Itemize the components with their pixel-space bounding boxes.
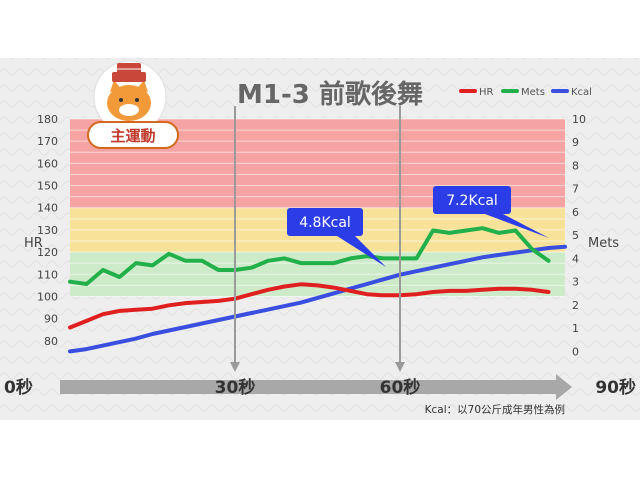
time-label: 60秒 <box>380 377 421 398</box>
chart-title: M1-3 前歌後舞 <box>237 79 423 110</box>
y-left-tick-label: 120 <box>37 246 58 259</box>
y-right-tick-label: 4 <box>572 252 579 265</box>
y-left-tick-label: 80 <box>44 335 58 348</box>
y-left-tick-label: 100 <box>37 290 58 303</box>
series-line-mets <box>68 226 551 286</box>
callout-box <box>287 208 363 236</box>
time-arrow <box>60 374 572 400</box>
cat-mascot-icon <box>107 63 151 121</box>
callout-pointer <box>485 214 549 238</box>
time-label: 30秒 <box>215 377 256 398</box>
y-right-tick-label: 7 <box>572 183 579 196</box>
left-axis-ticks: 80 90 100 110 120 130 140 150 160 170 180 <box>37 113 58 348</box>
time-markers <box>230 106 405 372</box>
time-marker-arrowhead <box>230 362 240 372</box>
callout-label: 7.2Kcal <box>446 193 498 209</box>
callout-pointer <box>337 236 386 267</box>
series-lines <box>68 226 567 354</box>
y-right-axis-label: Mets <box>588 236 619 251</box>
legend: HR Mets Kcal <box>459 87 592 98</box>
y-left-tick-label: 160 <box>37 157 58 170</box>
y-left-tick-label: 170 <box>37 135 58 148</box>
y-right-tick-label: 6 <box>572 206 579 219</box>
y-left-tick-label: 90 <box>44 313 58 326</box>
time-label: 0秒 <box>4 377 33 398</box>
badge-label: 主運動 <box>110 127 155 145</box>
title-group: M1-3 前歌後舞 <box>237 79 423 110</box>
y-right-tick-label: 10 <box>572 113 586 126</box>
series-line-hr <box>68 282 551 330</box>
right-axis-ticks: 0 1 2 3 4 5 6 7 8 9 10 <box>572 113 586 358</box>
time-labels: 0秒 30秒 60秒 90秒 <box>4 377 636 398</box>
y-left-axis-label: HR <box>24 236 43 251</box>
y-left-tick-label: 130 <box>37 224 58 237</box>
series-line-kcal <box>68 244 567 354</box>
legend-entry: HR <box>479 87 494 98</box>
annotations: 4.8Kcal 7.2Kcal <box>287 186 549 267</box>
badge-pill <box>87 121 179 149</box>
callout-box <box>433 186 511 214</box>
time-marker-arrowhead <box>395 362 405 372</box>
y-right-tick-label: 0 <box>572 345 579 358</box>
legend-entry: Kcal <box>571 87 592 98</box>
y-right-tick-label: 9 <box>572 136 579 149</box>
legend-entry: Mets <box>521 87 545 98</box>
y-right-tick-label: 5 <box>572 229 579 242</box>
callout-label: 4.8Kcal <box>299 215 351 231</box>
y-left-tick-label: 180 <box>37 113 58 126</box>
time-axis: 0秒 30秒 60秒 90秒 <box>4 374 636 400</box>
footnote: Kcal：以70公斤成年男性為例 <box>425 403 565 416</box>
y-left-tick-label: 110 <box>37 268 58 281</box>
mascot-badge: 主運動 <box>87 60 179 149</box>
y-left-tick-label: 150 <box>37 180 58 193</box>
time-label: 90秒 <box>595 377 636 398</box>
y-right-tick-label: 1 <box>572 322 579 335</box>
y-left-tick-label: 140 <box>37 202 58 215</box>
y-right-tick-label: 2 <box>572 299 579 312</box>
y-right-tick-label: 3 <box>572 276 579 289</box>
y-right-tick-label: 8 <box>572 159 579 172</box>
